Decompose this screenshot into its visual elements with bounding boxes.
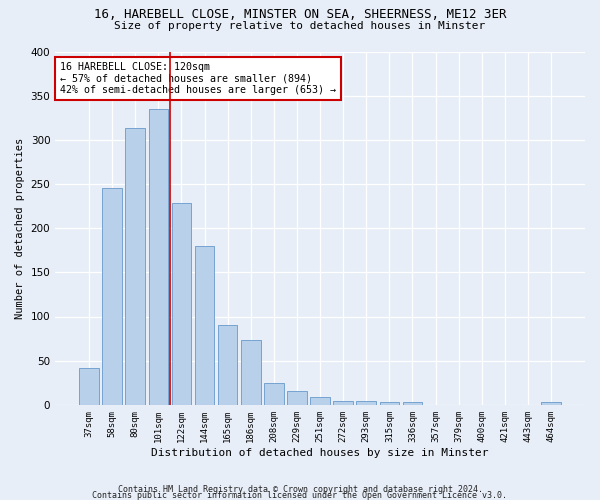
Bar: [310, 397, 330, 405]
Bar: [125, 128, 145, 405]
Bar: [241, 340, 260, 405]
Bar: [149, 109, 168, 405]
Bar: [541, 402, 561, 405]
Bar: [403, 402, 422, 405]
Y-axis label: Number of detached properties: Number of detached properties: [15, 138, 25, 319]
Bar: [334, 402, 353, 405]
Bar: [287, 390, 307, 405]
Bar: [218, 326, 238, 405]
Text: Size of property relative to detached houses in Minster: Size of property relative to detached ho…: [115, 21, 485, 31]
Bar: [79, 368, 99, 405]
Bar: [172, 204, 191, 405]
X-axis label: Distribution of detached houses by size in Minster: Distribution of detached houses by size …: [151, 448, 489, 458]
Bar: [103, 188, 122, 405]
Text: Contains HM Land Registry data © Crown copyright and database right 2024.: Contains HM Land Registry data © Crown c…: [118, 485, 482, 494]
Bar: [195, 246, 214, 405]
Text: 16, HAREBELL CLOSE, MINSTER ON SEA, SHEERNESS, ME12 3ER: 16, HAREBELL CLOSE, MINSTER ON SEA, SHEE…: [94, 8, 506, 20]
Text: 16 HAREBELL CLOSE: 120sqm
← 57% of detached houses are smaller (894)
42% of semi: 16 HAREBELL CLOSE: 120sqm ← 57% of detac…: [61, 62, 337, 96]
Text: Contains public sector information licensed under the Open Government Licence v3: Contains public sector information licen…: [92, 491, 508, 500]
Bar: [380, 402, 399, 405]
Bar: [356, 402, 376, 405]
Bar: [264, 383, 284, 405]
